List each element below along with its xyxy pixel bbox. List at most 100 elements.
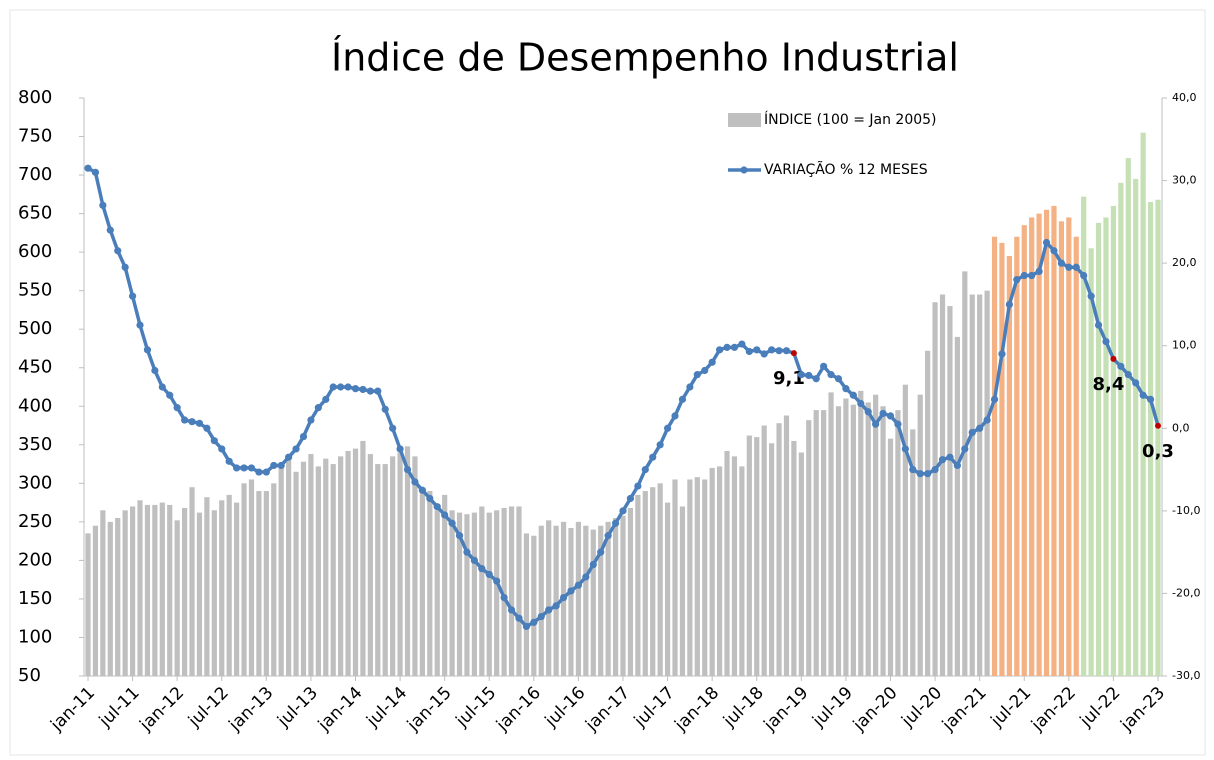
bar — [709, 467, 715, 676]
line-point — [715, 346, 724, 354]
line-point — [946, 453, 954, 461]
line-point — [262, 468, 270, 476]
y-tick-label: 700 — [18, 164, 52, 185]
bar — [263, 491, 269, 676]
line-point — [240, 464, 248, 472]
bar — [813, 410, 819, 676]
line-point — [307, 416, 315, 424]
bar — [664, 502, 671, 676]
bar — [1095, 222, 1102, 676]
line-point — [173, 404, 181, 412]
bar — [947, 306, 953, 676]
line-point — [1146, 395, 1155, 403]
bar — [553, 525, 559, 676]
line-point — [180, 416, 189, 424]
line-point — [998, 350, 1006, 358]
line-point — [233, 464, 241, 472]
bar — [635, 494, 641, 676]
line-point — [188, 418, 196, 426]
bar — [575, 521, 582, 676]
line-point — [693, 371, 701, 379]
bar — [1140, 132, 1146, 676]
bar — [308, 454, 314, 676]
bar — [783, 415, 790, 676]
line-point — [834, 375, 843, 383]
line-point — [128, 292, 137, 300]
bar — [204, 497, 210, 676]
line-point — [121, 263, 129, 271]
line-point — [166, 391, 174, 399]
line-point — [938, 456, 947, 464]
bar — [939, 294, 946, 676]
bar — [865, 402, 871, 676]
line-point — [470, 556, 478, 565]
line-point — [158, 383, 166, 391]
y-tick-label: 800 — [18, 87, 52, 108]
line-point — [775, 347, 783, 355]
bar — [479, 506, 485, 676]
line-point — [455, 532, 464, 540]
line-point — [597, 548, 605, 556]
bar — [590, 529, 596, 676]
bar — [189, 487, 195, 676]
line-point — [366, 387, 374, 395]
line-point — [641, 465, 649, 474]
line-point — [1050, 247, 1058, 255]
line-point — [463, 548, 471, 556]
bar — [746, 435, 752, 676]
legend-swatch — [740, 166, 748, 174]
line-point — [1005, 300, 1013, 309]
line-point — [151, 366, 159, 375]
y2-tick-label: -20,0 — [1172, 586, 1200, 599]
line-point — [611, 519, 620, 527]
bar — [419, 489, 425, 676]
bar — [211, 510, 217, 676]
line-point — [507, 606, 516, 614]
y2-tick-label: -10,0 — [1172, 504, 1200, 517]
line-point — [195, 419, 204, 427]
bar — [241, 483, 247, 676]
line-point — [270, 461, 278, 470]
bar — [442, 494, 448, 676]
y-tick-label: 450 — [18, 357, 52, 378]
line-point — [515, 614, 523, 622]
bar — [1051, 205, 1057, 677]
y-tick-label: 100 — [18, 626, 52, 647]
line-point — [329, 383, 337, 391]
line-point — [1042, 238, 1051, 247]
line-point — [1013, 276, 1021, 284]
line-point — [864, 408, 872, 416]
line-point — [485, 570, 493, 579]
bar — [501, 507, 507, 676]
bar — [85, 533, 91, 676]
line-point — [359, 385, 367, 394]
line-point — [1087, 292, 1095, 300]
bar — [627, 507, 634, 676]
bar — [583, 525, 589, 676]
bar — [508, 506, 515, 676]
line-point — [567, 587, 575, 595]
line-point — [589, 560, 597, 569]
bar — [352, 448, 359, 676]
line-point — [1102, 337, 1110, 346]
bar — [776, 423, 782, 676]
bar — [427, 491, 433, 676]
y-tick-label: 750 — [18, 126, 52, 147]
line-point — [493, 577, 501, 585]
bar — [226, 494, 232, 676]
line-point — [1110, 355, 1117, 362]
line-point — [604, 532, 612, 540]
line-point — [931, 465, 939, 474]
bar — [323, 458, 329, 676]
bar — [969, 294, 975, 676]
bar — [954, 336, 960, 676]
bar — [731, 456, 738, 676]
line-point — [448, 519, 456, 527]
bar — [546, 520, 552, 676]
line-point — [820, 362, 828, 370]
bar — [605, 521, 611, 676]
line-point — [619, 507, 627, 515]
bar — [271, 483, 277, 676]
line-point — [441, 511, 449, 519]
